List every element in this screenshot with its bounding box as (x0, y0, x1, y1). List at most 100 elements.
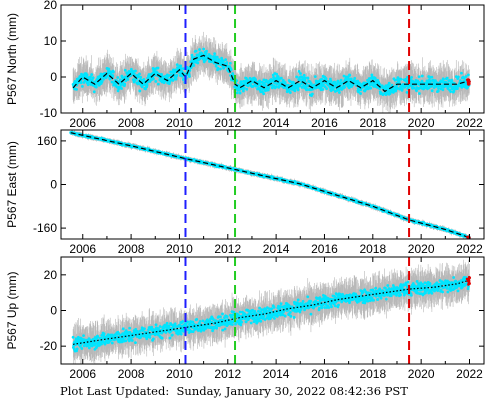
data-point (303, 76, 307, 80)
data-point (251, 308, 255, 312)
data-point (384, 87, 387, 91)
data-point (409, 293, 413, 297)
data-point (283, 314, 287, 318)
data-point (175, 73, 179, 77)
data-point (156, 82, 160, 86)
y-tick-label: 0 (50, 304, 57, 318)
y-tick-label: 0 (50, 70, 57, 84)
data-point (198, 319, 202, 323)
data-point (305, 88, 309, 91)
data-point (110, 333, 114, 337)
data-point (94, 339, 98, 343)
data-point (275, 72, 279, 76)
data-point (152, 77, 155, 81)
data-point (456, 289, 460, 293)
data-point (87, 346, 91, 350)
data-point (348, 73, 352, 77)
data-point (336, 79, 340, 83)
data-point (353, 76, 357, 80)
data-point (190, 56, 194, 59)
data-point (129, 67, 133, 71)
data-point (313, 75, 317, 78)
data-point (92, 90, 96, 94)
data-point (219, 315, 222, 319)
data-point (245, 87, 249, 91)
data-point (428, 282, 432, 286)
data-point (120, 87, 123, 90)
y-tick-label: 20 (44, 0, 58, 12)
data-point (454, 279, 458, 283)
data-point (100, 80, 104, 84)
data-point (299, 72, 302, 75)
data-point (158, 325, 162, 328)
data-point (281, 313, 285, 317)
x-tick-label: 2012 (214, 367, 241, 381)
data-point (437, 87, 440, 90)
data-point (258, 306, 261, 310)
data-point (103, 342, 107, 346)
plot-area (69, 130, 471, 239)
y-tick-label: -10 (40, 106, 58, 120)
data-point (79, 81, 83, 85)
data-point (110, 80, 114, 84)
data-point (445, 76, 449, 80)
data-point (138, 89, 142, 93)
model-line (72, 279, 470, 345)
data-point (433, 79, 437, 83)
data-point (410, 75, 413, 79)
data-point (366, 299, 370, 303)
data-point (216, 66, 220, 70)
data-point (191, 330, 195, 334)
recent-point (467, 278, 470, 281)
data-point (346, 299, 350, 302)
data-point (134, 327, 138, 331)
data-point (321, 88, 325, 91)
data-point (262, 78, 266, 82)
data-point (85, 73, 89, 77)
data-point (259, 319, 263, 323)
data-point (91, 76, 95, 80)
panel-1: 2006 2008 2010 2012 2014 2016 2018 2020 2022-100… (5, 0, 485, 130)
data-point (194, 49, 198, 53)
data-point (76, 335, 80, 339)
x-tick-label: 2010 (166, 116, 193, 130)
data-point (430, 291, 434, 295)
data-point (167, 326, 171, 330)
data-point (168, 336, 172, 340)
data-point (106, 74, 110, 77)
data-point (213, 55, 217, 58)
data-point (363, 299, 367, 303)
points (69, 130, 471, 239)
data-point (314, 299, 317, 303)
data-point (130, 339, 134, 342)
data-point (241, 89, 245, 93)
data-point (370, 75, 374, 79)
data-point (186, 320, 190, 324)
points (71, 275, 471, 353)
data-point (240, 320, 244, 324)
data-point (306, 76, 310, 80)
recent-point (466, 82, 470, 86)
y-tick-label: 20 (44, 268, 58, 282)
data-point (387, 84, 391, 88)
data-point (399, 293, 402, 297)
data-point (272, 316, 276, 320)
data-point (384, 286, 387, 290)
data-point (436, 89, 440, 93)
data-point (452, 89, 456, 93)
x-tick-label: 2016 (311, 242, 338, 256)
plot-area (71, 257, 472, 364)
data-point (356, 79, 360, 83)
data-point (179, 64, 183, 68)
data-point (94, 85, 98, 89)
data-point (219, 67, 222, 71)
data-point (309, 312, 313, 316)
data-point (460, 285, 464, 289)
data-point (378, 287, 382, 291)
data-point (148, 335, 152, 339)
data-point (428, 79, 432, 83)
data-point (296, 86, 300, 89)
data-point (293, 89, 297, 93)
data-point (456, 87, 459, 90)
